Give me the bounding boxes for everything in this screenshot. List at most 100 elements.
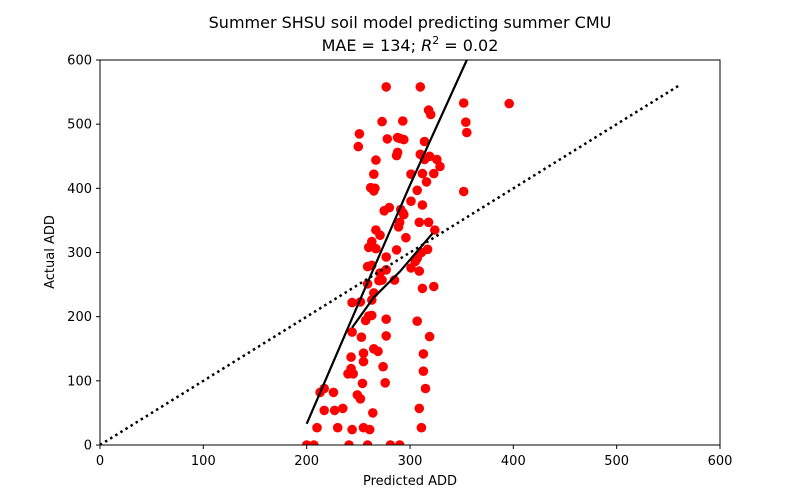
data-point-85: [379, 206, 390, 216]
data-point-111: [398, 116, 408, 126]
y-tick-label-1: 100: [67, 374, 92, 389]
data-point-45: [417, 283, 428, 294]
data-point-115: [461, 117, 471, 127]
data-point-10: [364, 424, 375, 435]
x-tick-label-6: 600: [708, 454, 733, 469]
data-point-114: [458, 98, 469, 108]
y-tick-label-5: 500: [67, 118, 92, 133]
data-point-72: [371, 225, 381, 235]
data-point-36: [381, 331, 392, 341]
data-point-84: [369, 169, 379, 179]
data-point-11: [416, 422, 427, 433]
data-point-78: [414, 217, 425, 228]
data-point-86: [393, 222, 404, 232]
x-tick-label-0: 0: [96, 454, 104, 469]
data-point-61: [414, 266, 425, 276]
data-point-2: [344, 440, 354, 445]
data-point-109: [354, 129, 365, 139]
data-point-13: [329, 405, 340, 416]
x-tick-label-4: 400: [501, 454, 526, 469]
data-point-28: [358, 356, 369, 367]
data-point-16: [368, 408, 378, 418]
data-point-67: [391, 245, 402, 255]
data-point-83: [370, 183, 380, 194]
data-point-0: [301, 440, 312, 445]
data-point-117: [504, 98, 514, 109]
data-point-8: [347, 424, 357, 435]
chart-subtitle: MAE = 134; R2 = 0.02: [322, 34, 499, 55]
data-point-66: [381, 252, 392, 262]
data-point-107: [419, 136, 430, 147]
data-point-102: [392, 147, 403, 158]
data-point-100: [382, 134, 393, 144]
data-point-79: [417, 200, 428, 210]
x-tick-label-5: 500: [604, 454, 629, 469]
data-point-1: [309, 440, 319, 445]
data-point-30: [373, 346, 383, 357]
data-point-17: [414, 403, 425, 414]
data-point-53: [389, 275, 400, 285]
data-point-94: [429, 168, 439, 179]
data-point-4: [385, 440, 396, 445]
data-point-116: [462, 127, 472, 138]
data-point-119: [415, 82, 426, 92]
data-point-23: [380, 378, 391, 388]
data-point-91: [417, 168, 428, 179]
data-point-64: [371, 243, 381, 254]
data-point-34: [358, 348, 369, 359]
data-point-110: [377, 116, 387, 127]
data-point-105: [399, 134, 409, 145]
y-tick-label-4: 400: [67, 182, 92, 197]
data-point-77: [401, 232, 411, 243]
data-point-20: [328, 387, 339, 398]
y-tick-label-6: 600: [67, 54, 92, 69]
data-point-113: [425, 109, 436, 120]
data-point-88: [406, 196, 416, 206]
chart-title: Summer SHSU soil model predicting summer…: [209, 13, 612, 32]
data-point-58: [381, 265, 392, 275]
plot-area: [100, 60, 680, 445]
data-point-37: [418, 349, 429, 359]
data-point-33: [346, 352, 356, 362]
data-point-21: [352, 390, 363, 400]
x-tick-label-2: 200: [294, 454, 319, 469]
y-axis-label: Actual ADD: [43, 215, 58, 289]
data-point-99: [371, 155, 381, 165]
x-tick-label-1: 100: [191, 454, 216, 469]
data-point-12: [319, 405, 330, 416]
data-point-92: [421, 177, 432, 187]
data-point-24: [420, 383, 431, 394]
data-point-46: [347, 297, 357, 308]
fit-line-1: [351, 232, 434, 329]
data-point-87: [398, 207, 408, 218]
data-point-70: [422, 244, 433, 255]
data-point-54: [429, 281, 439, 292]
data-point-22: [357, 378, 368, 389]
data-point-44: [412, 316, 423, 327]
data-point-7: [332, 422, 343, 433]
data-point-80: [423, 217, 434, 228]
data-point-43: [381, 314, 392, 325]
data-point-32: [418, 366, 429, 377]
data-point-3: [362, 440, 373, 445]
data-point-97: [458, 186, 469, 197]
y-tick-label-2: 200: [67, 310, 92, 325]
data-point-31: [378, 361, 388, 372]
x-axis-label: Predicted ADD: [363, 474, 457, 489]
axis-ticks: 0 100 200 300 400 500 600 0 100 200 300 400 500 600: [67, 54, 732, 470]
x-tick-label-3: 300: [398, 454, 423, 469]
y-tick-label-0: 0: [84, 439, 92, 454]
data-point-98: [353, 141, 364, 152]
data-point-38: [424, 331, 435, 342]
fit-line-0: [305, 60, 468, 425]
data-point-42: [367, 310, 377, 321]
data-point-39: [347, 327, 357, 337]
data-point-27: [346, 363, 356, 374]
data-point-35: [356, 332, 367, 343]
data-point-6: [312, 422, 322, 433]
y-tick-label-3: 300: [67, 246, 92, 261]
data-point-5: [394, 440, 405, 445]
data-point-14: [338, 403, 348, 414]
data-point-71: [430, 225, 440, 235]
